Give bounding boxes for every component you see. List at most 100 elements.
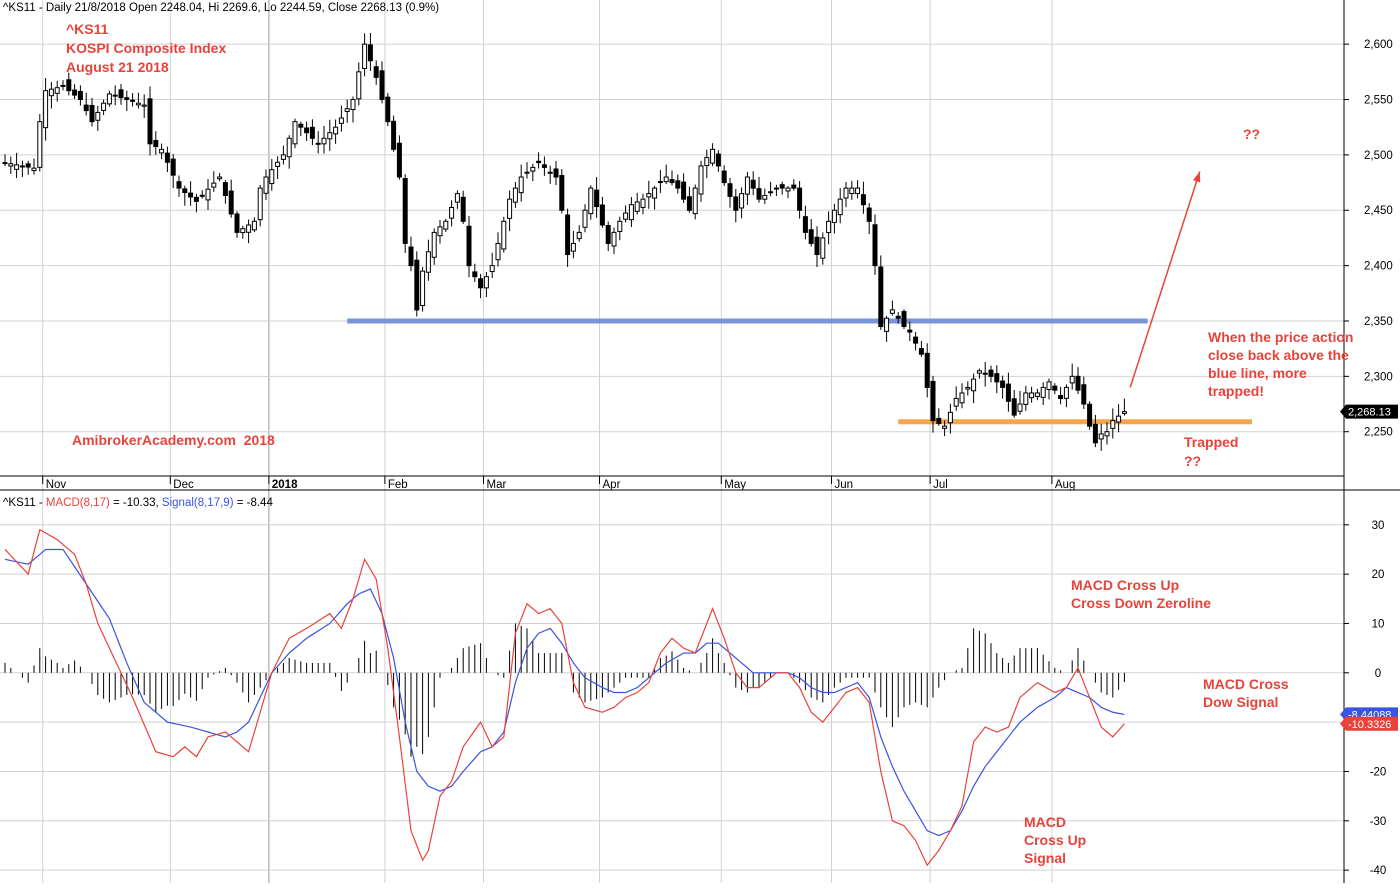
candle-down <box>304 127 310 134</box>
candle-up <box>628 204 634 221</box>
candle-down <box>918 348 924 355</box>
candle-up <box>269 169 275 185</box>
candle-up <box>663 176 669 183</box>
candle-down <box>913 336 919 344</box>
candle-down <box>768 191 774 194</box>
candle-up <box>425 251 431 273</box>
candle-down <box>153 140 159 148</box>
candle-down <box>1052 385 1058 391</box>
candle-down <box>147 98 153 145</box>
candle-up <box>321 137 327 145</box>
candle-up <box>263 176 269 194</box>
month-label: Dec <box>173 479 194 491</box>
candle-down <box>478 278 484 289</box>
candle-down <box>414 259 420 311</box>
arrow-head <box>1193 171 1201 183</box>
candle-down <box>669 179 675 184</box>
candle-down <box>1081 384 1087 405</box>
candle-up <box>95 111 101 121</box>
candle-down <box>222 182 228 196</box>
candle-down <box>988 369 994 377</box>
candle-down <box>594 189 600 208</box>
candle-up <box>744 176 750 195</box>
cross-up-line-2: Cross Up <box>1024 832 1086 848</box>
value-tags: 2,268.13-8.44088-10.3326 <box>1340 404 1398 731</box>
candle-down <box>315 142 321 145</box>
candle-up <box>1063 386 1069 399</box>
macd-header-macd-value: = -10.33, <box>110 497 162 509</box>
price-header: ^KS11 - Daily 21/8/2018 Open 2248.04, Hi… <box>3 2 439 14</box>
candle-down <box>77 90 83 101</box>
candle-down <box>373 66 379 78</box>
candle-down <box>182 188 188 194</box>
price-tick-label: 2,300 <box>1364 371 1393 383</box>
candle-up <box>547 171 553 174</box>
macd-header-signal-value: = -8.44 <box>234 497 274 509</box>
candle-down <box>164 152 170 163</box>
candle-up <box>101 102 107 111</box>
candle-up <box>623 212 629 220</box>
candle-up <box>785 187 791 192</box>
candle-up <box>327 132 333 140</box>
candle-up <box>54 87 60 94</box>
candle-up <box>692 187 698 215</box>
note-line-3: blue line, more <box>1208 365 1307 381</box>
candle-up <box>611 231 617 247</box>
candle-up <box>501 220 507 250</box>
candle-up <box>570 242 576 252</box>
month-label: May <box>724 479 746 491</box>
macd-tick-label: 20 <box>1372 569 1385 581</box>
candle-down <box>565 214 571 256</box>
cross-up-line-1: MACD <box>1024 814 1066 830</box>
candle-down <box>309 126 315 139</box>
candle-down <box>686 196 692 211</box>
candle-down <box>234 213 240 233</box>
candle-down <box>541 164 547 168</box>
candle-up <box>1098 433 1104 440</box>
candle-down <box>1092 423 1098 444</box>
candle-down <box>936 417 942 424</box>
candle-up <box>739 193 745 209</box>
last-price-tag-bg <box>1340 404 1398 419</box>
candle-down <box>1011 398 1017 416</box>
month-label: Mar <box>487 479 507 491</box>
candle-up <box>159 148 165 154</box>
candle-down <box>866 207 872 222</box>
candle-up <box>1034 392 1040 397</box>
price-tick-label: 2,550 <box>1364 95 1393 107</box>
candle-up <box>344 108 350 112</box>
macd-header-prefix: ^KS11 - <box>3 497 46 509</box>
candle-down <box>130 99 136 102</box>
candle-up <box>286 137 292 158</box>
candle-up <box>141 104 147 107</box>
candle-down <box>385 96 391 123</box>
candle-up <box>362 43 368 69</box>
arrow-label: ?? <box>1243 126 1260 142</box>
candle-down <box>878 266 884 328</box>
annotations <box>1129 171 1201 388</box>
candle-down <box>170 158 176 176</box>
candle-down <box>756 188 762 200</box>
candle-up <box>1121 411 1127 414</box>
macd-tick-label: 0 <box>1375 668 1381 680</box>
candle-up <box>420 270 426 307</box>
candle-up <box>710 148 716 164</box>
candle-down <box>25 163 31 168</box>
arrow-shaft <box>1129 171 1201 388</box>
candle-up <box>246 224 252 233</box>
candle-down <box>536 160 542 164</box>
cross-zero-line-1: MACD Cross Up <box>1071 577 1179 593</box>
candle-up <box>443 220 449 230</box>
macd-tick-label: -30 <box>1370 816 1387 828</box>
candle-down <box>391 120 397 150</box>
level-lines <box>347 318 1252 425</box>
candle-up <box>1116 415 1122 423</box>
candle-down <box>657 181 663 184</box>
macd-tick-label: -40 <box>1370 865 1387 877</box>
cross-up-line-3: Signal <box>1024 850 1066 866</box>
candle-down <box>60 84 66 87</box>
candle-up <box>48 88 54 97</box>
candle-down <box>66 79 72 92</box>
